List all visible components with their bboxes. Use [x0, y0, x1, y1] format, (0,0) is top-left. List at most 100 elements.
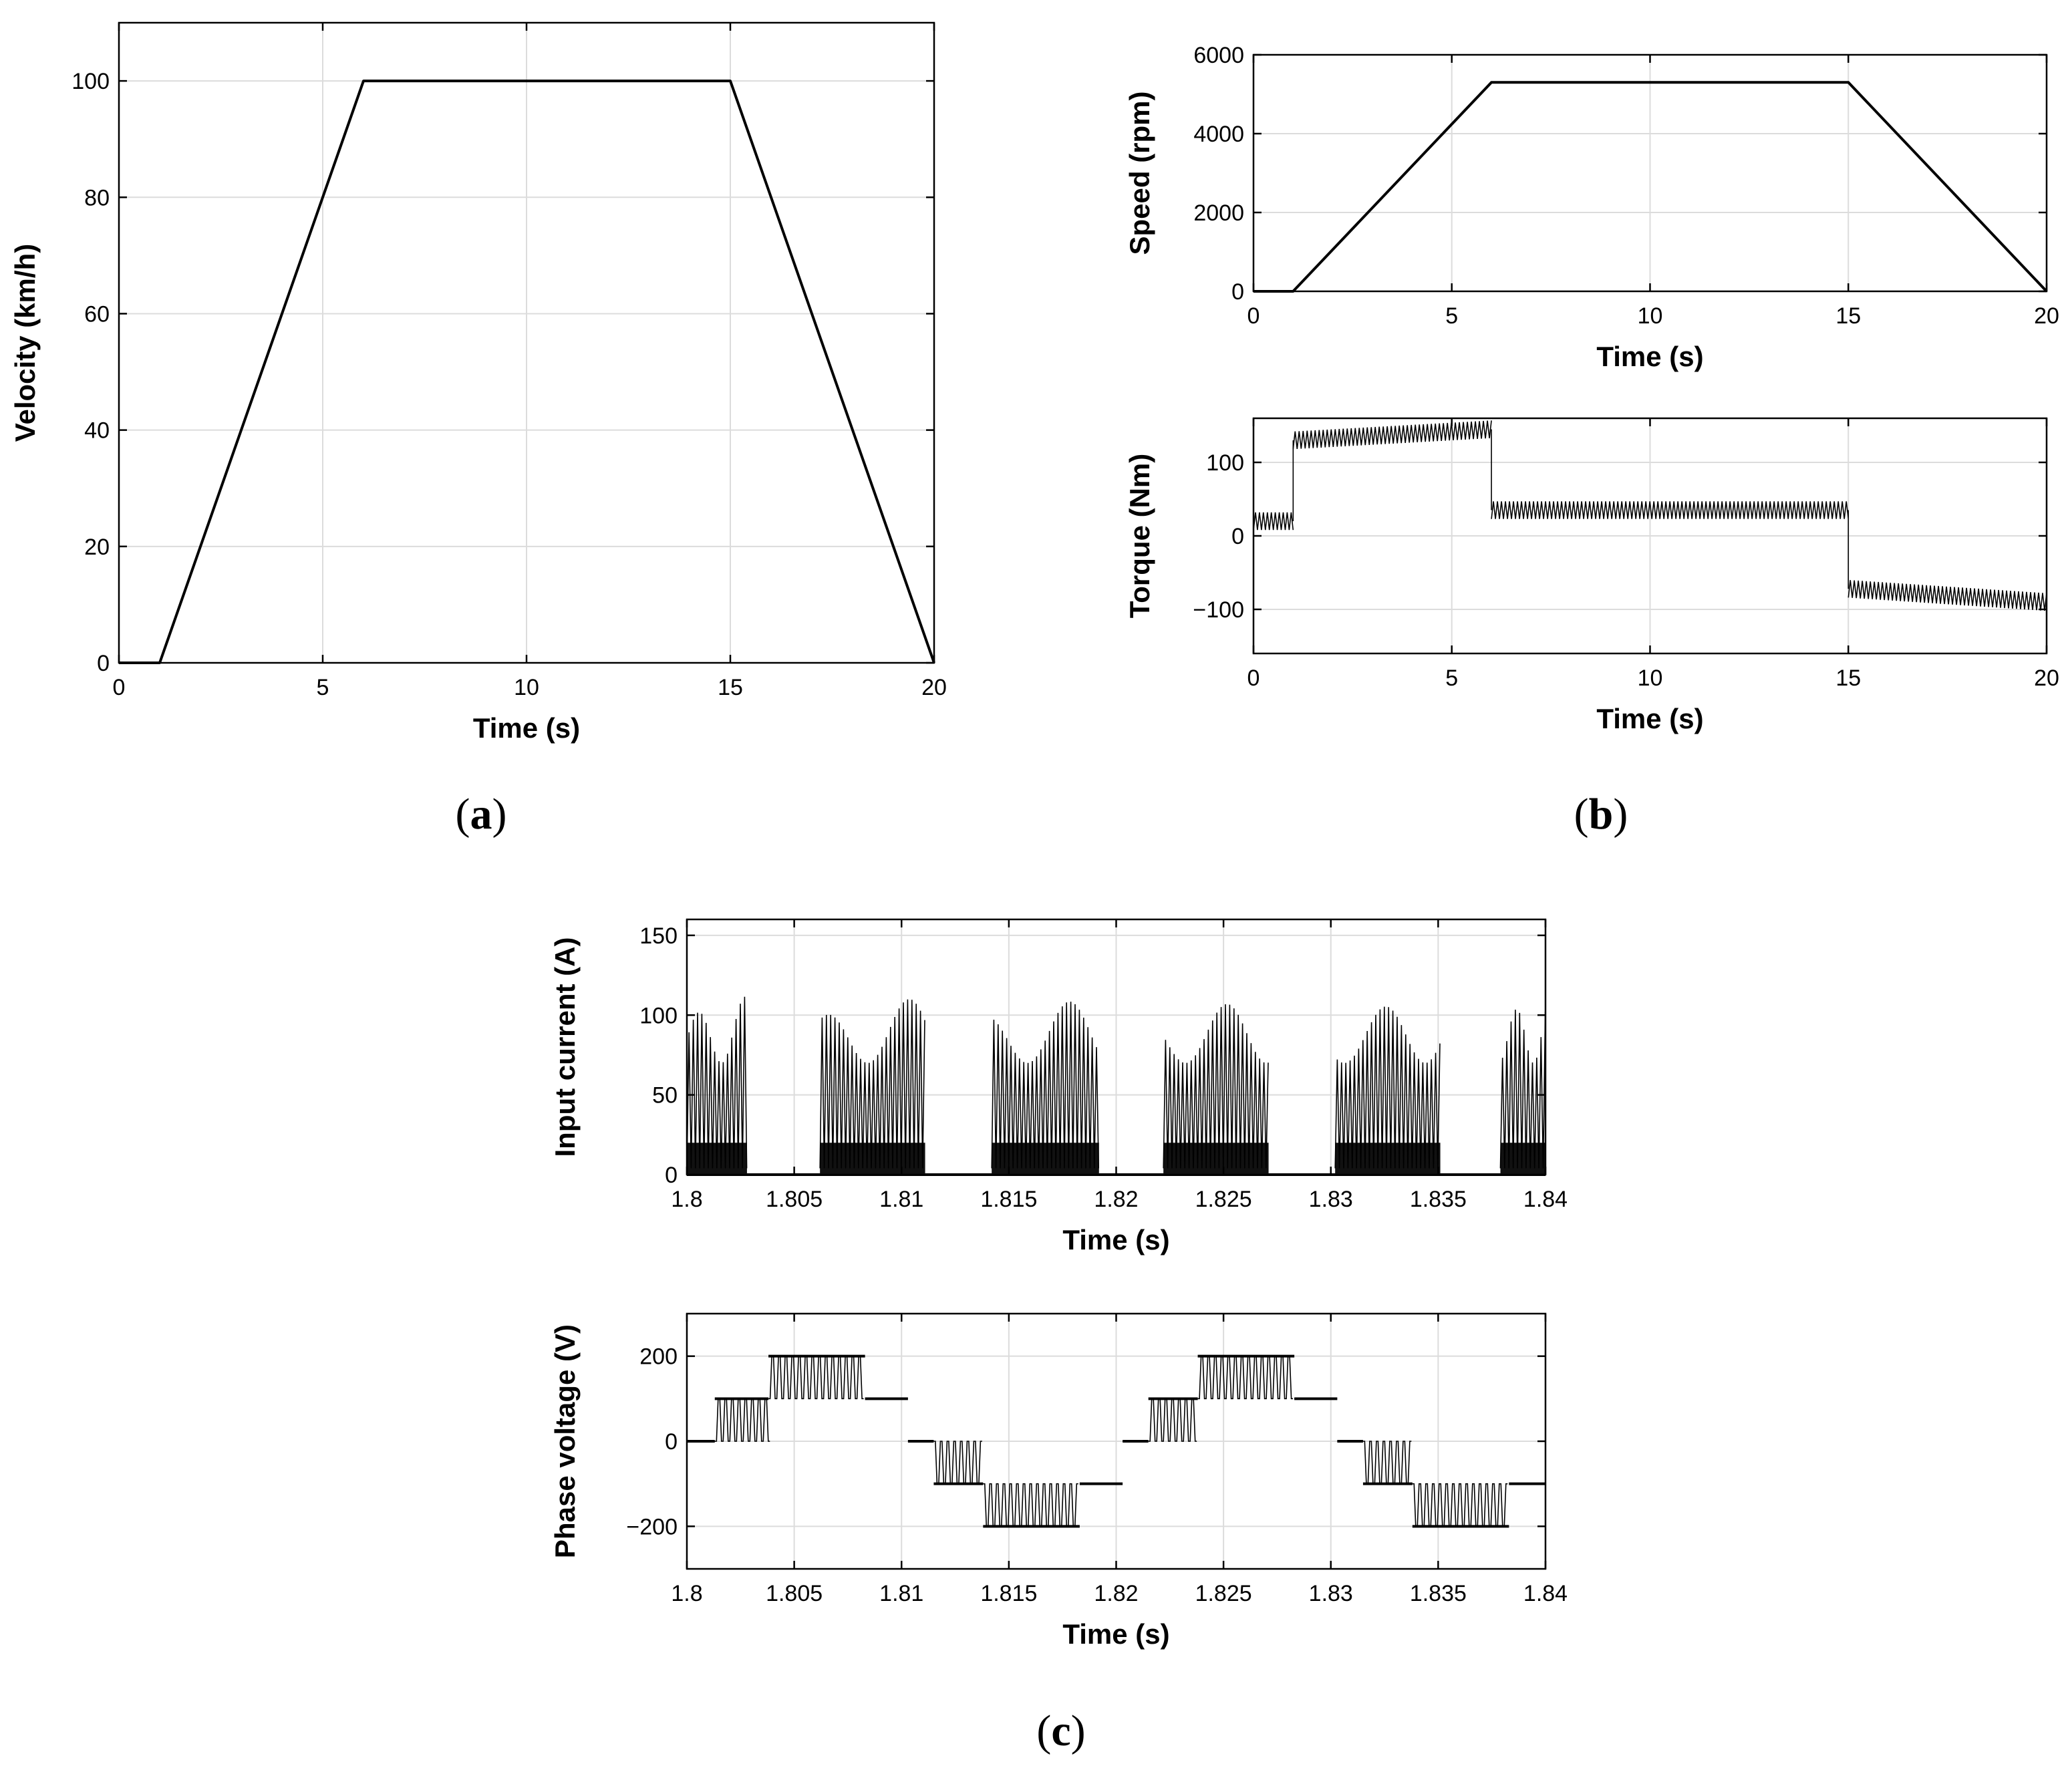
x-tick-label-7: 1.835	[1410, 1187, 1467, 1212]
y-tick-label-2: 100	[639, 1003, 678, 1028]
y-tick-label-3: 60	[84, 301, 110, 327]
torque-y-axis-label: Torque (Nm)	[1124, 454, 1155, 619]
current-pulses-1	[819, 999, 925, 1169]
y-tick-label-1: 2000	[1193, 200, 1244, 226]
x-tick-label-6: 1.83	[1309, 1187, 1353, 1212]
y-tick-label-2: 40	[84, 418, 110, 444]
current-pulses-0	[686, 996, 748, 1169]
x-tick-label-7: 1.835	[1410, 1581, 1467, 1606]
input-current-x-axis-label: Time (s)	[1062, 1224, 1169, 1255]
y-tick-label-2: 100	[1206, 450, 1244, 476]
torque-plot	[1253, 420, 2047, 611]
x-tick-label-2: 10	[514, 675, 539, 700]
torque-x-ticks: 0 5 10 15 20	[1247, 418, 2059, 691]
panel-label-b: (b)	[1574, 790, 1628, 839]
voltage-step-14	[1412, 1483, 1508, 1527]
voltage-step-2	[768, 1355, 864, 1400]
torque-segment-3	[1847, 580, 2047, 611]
input-current-x-ticks: 1.8 1.805 1.81 1.815 1.82 1.825 1.83 1.835 1.84	[671, 919, 1568, 1212]
panel-letter-c: c	[1051, 1707, 1070, 1755]
x-tick-label-3: 1.815	[980, 1581, 1037, 1606]
y-tick-label-1: 0	[665, 1429, 678, 1455]
x-tick-label-0: 1.8	[671, 1187, 702, 1212]
x-tick-label-8: 1.84	[1523, 1581, 1568, 1606]
y-tick-label-0: 0	[1231, 279, 1244, 305]
torque-y-ticks: −100 0 100	[1193, 450, 2047, 623]
y-tick-label-1: 50	[652, 1083, 678, 1108]
speed-y-axis-label: Speed (rpm)	[1124, 91, 1155, 255]
x-tick-label-4: 20	[2034, 665, 2059, 691]
input-current-y-ticks: 0 50 100 150	[639, 923, 1545, 1188]
y-tick-label-0: −100	[1193, 597, 1244, 623]
y-tick-label-3: 6000	[1193, 43, 1244, 68]
y-tick-label-0: −200	[626, 1514, 678, 1539]
voltage-step-5	[933, 1441, 982, 1485]
velocity-grid	[118, 23, 935, 663]
x-tick-label-2: 1.81	[879, 1187, 923, 1212]
x-tick-label-3: 1.815	[980, 1187, 1037, 1212]
speed-x-ticks: 0 5 10 15 20	[1247, 55, 2059, 329]
x-tick-label-5: 1.825	[1195, 1581, 1252, 1606]
y-tick-label-0: 0	[665, 1163, 678, 1188]
y-tick-label-4: 80	[84, 185, 110, 210]
x-tick-label-3: 15	[1835, 303, 1861, 329]
x-tick-label-4: 1.82	[1094, 1581, 1138, 1606]
x-tick-label-0: 0	[1247, 665, 1260, 691]
torque-segment-2	[1491, 501, 1849, 519]
torque-segment-0	[1253, 512, 1294, 531]
x-tick-label-1: 5	[317, 675, 329, 700]
phase-voltage-y-axis-label: Phase voltage (V)	[549, 1324, 581, 1558]
phase-voltage-grid	[686, 1314, 1546, 1569]
velocity-y-axis-label: Velocity (km/h)	[9, 244, 41, 442]
x-tick-label-1: 1.805	[766, 1581, 823, 1606]
phase-voltage-y-ticks: −200 0 200	[626, 1344, 1545, 1539]
speed-x-axis-label: Time (s)	[1596, 341, 1703, 372]
voltage-step-6	[983, 1483, 1078, 1527]
y-tick-label-3: 150	[639, 923, 678, 949]
y-tick-label-1: 0	[1231, 524, 1244, 549]
current-base-block-2	[992, 1143, 1099, 1175]
phase-voltage-plot	[687, 1354, 1545, 1528]
panel-letter-b: b	[1589, 790, 1614, 839]
x-tick-label-1: 5	[1445, 303, 1458, 329]
voltage-step-9	[1148, 1398, 1197, 1442]
x-tick-label-2: 1.81	[879, 1581, 923, 1606]
current-pulses-3	[1163, 1004, 1269, 1169]
y-tick-label-0: 0	[97, 651, 110, 676]
phase-voltage-x-ticks: 1.8 1.805 1.81 1.815 1.82 1.825 1.83 1.835 1.84	[671, 1314, 1568, 1606]
voltage-step-13	[1362, 1441, 1412, 1485]
velocity-y-ticks: 0 20 40 60 80 100	[71, 69, 934, 676]
x-tick-label-5: 1.825	[1195, 1187, 1252, 1212]
x-tick-label-1: 5	[1445, 665, 1458, 691]
x-tick-label-2: 10	[1638, 665, 1663, 691]
phase-voltage-chart: 1.8 1.805 1.81 1.815 1.82 1.825 1.83 1.835 1.84 …	[549, 1312, 1568, 1650]
y-tick-label-5: 100	[71, 69, 110, 94]
x-tick-label-8: 1.84	[1523, 1187, 1568, 1212]
torque-x-axis-label: Time (s)	[1596, 703, 1703, 734]
input-current-chart: 1.8 1.805 1.81 1.815 1.82 1.825 1.83 1.835 1.84 …	[549, 918, 1568, 1255]
x-tick-label-3: 15	[718, 675, 743, 700]
x-tick-label-0: 0	[113, 675, 126, 700]
torque-grid	[1253, 418, 2047, 653]
input-current-y-axis-label: Input current (A)	[549, 937, 581, 1157]
velocity-chart: 0 5 10 15 20 0 20 40 60 80 100 Time (s) Velocity …	[9, 21, 947, 744]
x-tick-label-4: 20	[921, 675, 947, 700]
current-pulses-4	[1334, 1006, 1441, 1169]
voltage-step-1	[714, 1398, 770, 1442]
y-tick-label-1: 20	[84, 535, 110, 560]
voltage-step-10	[1197, 1355, 1294, 1400]
x-tick-label-4: 20	[2034, 303, 2059, 329]
speed-chart: 0 5 10 15 20 0 2000 4000 6000 Time (s) Speed (r…	[1124, 43, 2059, 372]
y-tick-label-2: 200	[639, 1344, 678, 1370]
x-tick-label-6: 1.83	[1309, 1581, 1353, 1606]
current-pulses-2	[991, 1002, 1099, 1169]
x-tick-label-0: 0	[1247, 303, 1260, 329]
x-tick-label-3: 15	[1835, 665, 1861, 691]
torque-chart: 0 5 10 15 20 −100 0 100 Time (s) Torque (Nm)	[1124, 417, 2059, 734]
phase-voltage-x-axis-label: Time (s)	[1062, 1618, 1169, 1650]
panel-label-c: (c)	[1036, 1707, 1085, 1755]
x-tick-label-0: 1.8	[671, 1581, 702, 1606]
x-tick-label-2: 10	[1638, 303, 1663, 329]
current-pulses-5	[1499, 1010, 1546, 1169]
